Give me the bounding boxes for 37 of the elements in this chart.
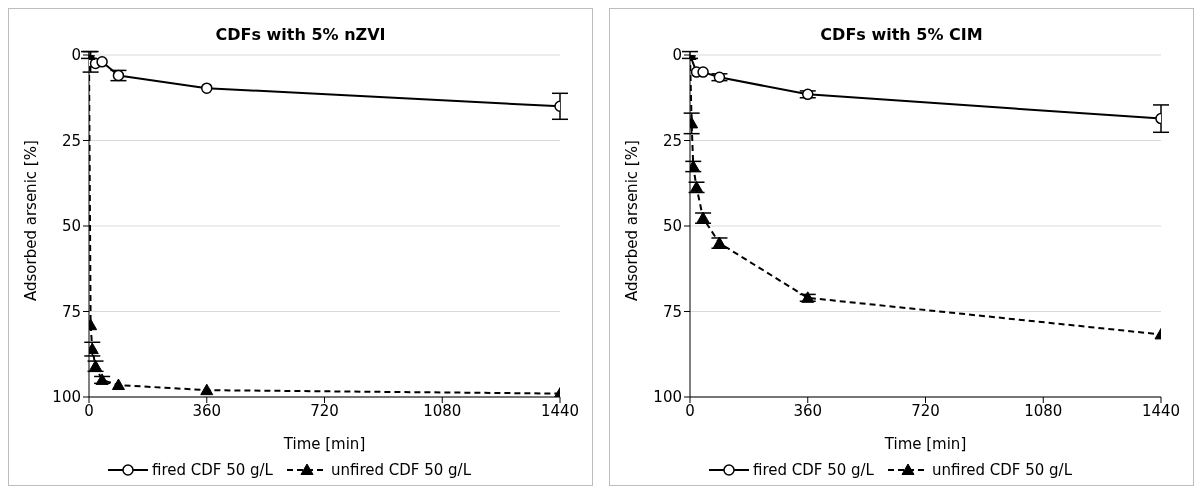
x-tick-label: 720 xyxy=(310,401,339,420)
legend-label: fired CDF 50 g/L xyxy=(151,461,273,479)
x-tick-label: 1440 xyxy=(540,401,580,420)
legend-label: unfired CDF 50 g/L xyxy=(931,461,1073,479)
x-tick-label: 720 xyxy=(911,401,940,420)
y-axis-title: Adsorbed arsenic [%] xyxy=(22,140,41,301)
x-tick-label: 0 xyxy=(685,401,695,420)
y-tick-label: 25 xyxy=(61,131,81,150)
x-tick-label: 360 xyxy=(793,401,823,420)
point xyxy=(96,56,108,68)
y-tick-label: 50 xyxy=(662,217,682,236)
y-tick-label: 100 xyxy=(653,388,682,407)
point xyxy=(697,66,709,78)
point xyxy=(111,378,125,391)
y-tick-label: 0 xyxy=(672,46,682,65)
x-tick-label: 1440 xyxy=(1141,401,1181,420)
x-tick-label: 360 xyxy=(192,401,222,420)
chart-title: CDFs with 5% CIM xyxy=(819,25,984,46)
point xyxy=(802,88,814,101)
point xyxy=(200,383,214,396)
x-axis-title: Time [min] xyxy=(883,435,967,453)
x-tick-label: 1080 xyxy=(423,401,462,420)
y-tick-label: 75 xyxy=(61,302,81,321)
y-tick-label: 25 xyxy=(662,131,682,150)
x-tick-label: 1080 xyxy=(1024,401,1063,420)
legend-label: unfired CDF 50 g/L xyxy=(330,461,472,479)
legend-label: fired CDF 50 g/L xyxy=(752,461,874,479)
chart-title: CDFs with 5% nZVI xyxy=(214,25,387,46)
y-axis-title: Adsorbed arsenic [%] xyxy=(623,140,642,301)
y-tick-label: 75 xyxy=(662,302,682,321)
y-tick-label: 50 xyxy=(61,217,81,236)
y-tick-label: 100 xyxy=(52,388,81,407)
point xyxy=(201,82,213,94)
x-tick-label: 0 xyxy=(84,401,94,420)
point xyxy=(713,71,726,83)
x-axis-title: Time [min] xyxy=(282,435,366,453)
y-tick-label: 0 xyxy=(71,46,81,65)
